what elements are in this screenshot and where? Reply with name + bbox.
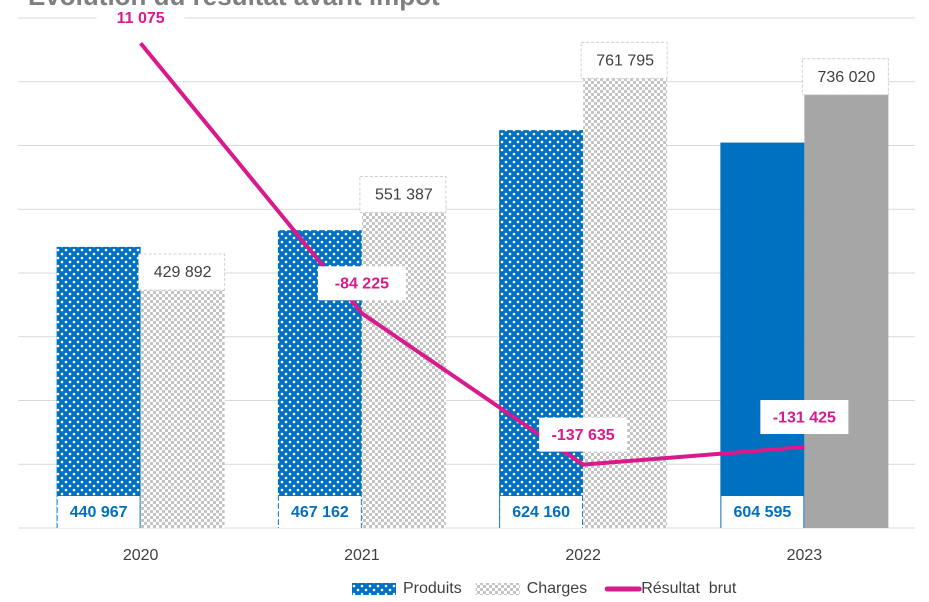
label-box [500,496,583,528]
label-box [801,58,889,96]
x-tick-label: 2020 [123,547,159,564]
legend-label: Charges [527,580,587,597]
data-label: 467 162 [291,504,349,521]
data-label: 761 795 [596,53,654,70]
data-label: -84 225 [335,276,389,293]
label-box [760,400,849,435]
bar [361,176,446,528]
label-box [278,496,361,528]
label-box [721,496,804,528]
data-label: 429 892 [154,264,212,281]
label-box [359,175,447,213]
data-label: 736 020 [817,69,875,86]
data-label: -137 635 [552,427,615,444]
bar [140,253,225,528]
x-tick-label: 2023 [787,547,823,564]
x-tick-label: 2022 [565,547,601,564]
data-label: 624 160 [512,504,570,521]
bar [720,142,805,529]
legend-swatch [475,583,520,595]
label-box [96,1,185,35]
data-label: -131 425 [773,409,836,426]
label-box [57,496,140,528]
legend-swatch [352,583,396,595]
label-box [317,266,406,301]
line [139,42,805,467]
bar [583,42,668,529]
chart-title: Evolution du résultat avant impôt [28,0,440,11]
data-label: 604 595 [733,504,791,521]
bar [804,58,889,528]
data-label: 551 387 [375,187,433,204]
label-box [580,41,668,79]
label-box [138,253,226,291]
legend-label: Résultat brut [641,580,737,597]
data-label: 440 967 [70,504,128,521]
x-tick-label: 2021 [344,547,380,564]
bar [499,130,584,528]
legend-label: Produits [403,580,462,597]
bar [56,246,141,528]
label-box [539,417,628,452]
data-label: 11 075 [117,10,165,27]
